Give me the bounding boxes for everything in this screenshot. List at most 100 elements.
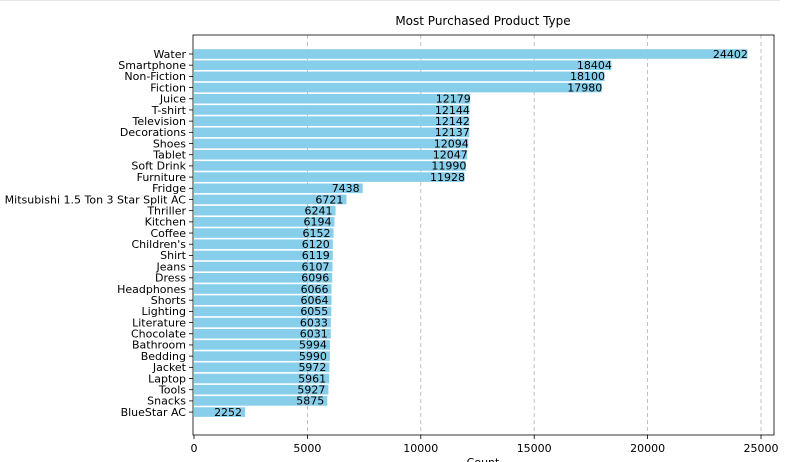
bar — [194, 407, 246, 417]
bar — [194, 340, 330, 350]
category-label: BlueStar AC — [121, 406, 187, 419]
category-label: Headphones — [117, 283, 186, 296]
x-axis-label: Count — [467, 456, 500, 462]
bar-value-label: 6055 — [300, 305, 328, 318]
bar-value-label: 6064 — [301, 294, 329, 307]
bar-value-label: 6066 — [301, 283, 329, 296]
category-label: Laptop — [148, 372, 186, 385]
bar-value-label: 12144 — [435, 104, 470, 117]
bar-value-label: 12179 — [436, 93, 471, 106]
bar-value-label: 18100 — [570, 70, 605, 83]
x-tick-label: 20000 — [630, 442, 665, 455]
bar — [194, 105, 470, 115]
plot-frame — [192, 34, 775, 436]
bar — [194, 172, 465, 182]
bar — [194, 284, 332, 294]
bar — [194, 82, 602, 93]
bar — [194, 328, 331, 339]
category-labels: WaterSmartphoneNon-FictionFictionJuiceT-… — [5, 48, 193, 419]
bar-value-label: 12142 — [435, 115, 470, 128]
bar-value-label: 12094 — [434, 137, 469, 150]
bar — [194, 116, 470, 126]
x-tick-label: 5000 — [293, 442, 321, 455]
bar-value-label: 24402 — [713, 48, 748, 61]
bar — [194, 127, 470, 138]
bar — [194, 396, 328, 406]
bar-value-label: 11990 — [431, 160, 466, 173]
bar-value-label: 6120 — [302, 238, 330, 251]
category-label: Shoes — [153, 137, 186, 150]
bar — [194, 384, 329, 395]
bar — [194, 149, 468, 160]
bar-value-label: 6096 — [301, 272, 329, 285]
bar — [194, 217, 335, 227]
category-label: Decorations — [120, 126, 186, 139]
bar — [194, 205, 336, 216]
bar-value-label: 18404 — [577, 59, 612, 72]
bar-value-label: 5972 — [298, 361, 326, 374]
bar — [194, 71, 605, 82]
category-label: Juice — [159, 93, 186, 106]
x-tick-label: 10000 — [403, 442, 438, 455]
category-label: Non-Fiction — [124, 70, 186, 83]
category-label: Smartphone — [118, 59, 186, 72]
bar-value-label: 7438 — [332, 182, 360, 195]
bar — [194, 161, 466, 171]
bar-value-label: 6033 — [300, 316, 328, 329]
bar — [194, 49, 748, 59]
category-label: T-shirt — [151, 104, 187, 117]
bar — [194, 138, 469, 149]
bar — [194, 317, 331, 328]
category-label: Jeans — [156, 260, 187, 273]
category-label: Fridge — [152, 182, 186, 195]
bar-value-label: 5961 — [298, 372, 326, 385]
bar-value-label: 6107 — [302, 260, 330, 273]
category-label: Mitsubishi 1.5 Ton 3 Star Split AC — [5, 193, 187, 206]
top-divider — [0, 0, 780, 1]
bar-value-label: 6241 — [305, 204, 333, 217]
bar — [194, 295, 332, 305]
x-tick-label: 25000 — [744, 442, 779, 455]
x-tick-label: 0 — [191, 442, 198, 455]
bar-value-label: 5990 — [299, 350, 327, 363]
category-label: Bedding — [141, 350, 186, 363]
category-label: Furniture — [137, 171, 187, 184]
category-label: Snacks — [147, 395, 186, 408]
bar-value-label: 6194 — [303, 216, 331, 229]
category-label: Television — [132, 115, 187, 128]
category-label: Fiction — [150, 81, 186, 94]
bar-value-label: 6721 — [315, 193, 343, 206]
bar-value-label: 12047 — [433, 149, 468, 162]
category-label: Kitchen — [145, 216, 186, 229]
category-label: Dress — [155, 272, 186, 285]
chart-title: Most Purchased Product Type — [395, 14, 570, 28]
bar — [194, 273, 333, 283]
bar-value-label: 6119 — [302, 249, 330, 262]
bar — [194, 250, 333, 261]
category-label: Chocolate — [131, 328, 186, 341]
category-label: Children's — [131, 238, 186, 251]
category-label: Shirt — [160, 249, 187, 262]
bar-value-label: 17980 — [567, 81, 602, 94]
bar — [194, 362, 330, 373]
bar-value-label: 6152 — [303, 227, 331, 240]
category-label: Thriller — [146, 204, 186, 217]
category-label: Water — [153, 48, 186, 61]
bar-value-label: 2252 — [214, 406, 242, 419]
bar-value-label: 12137 — [435, 126, 470, 139]
category-label: Tablet — [152, 149, 186, 162]
category-label: Soft Drink — [131, 160, 186, 173]
bar-value-label: 5994 — [299, 339, 327, 352]
category-label: Bathroom — [132, 339, 186, 352]
bars-group — [194, 49, 748, 417]
category-label: Lighting — [142, 305, 186, 318]
category-label: Jacket — [152, 361, 187, 374]
bar — [194, 351, 330, 361]
bar-value-label: 6031 — [300, 328, 328, 341]
bar — [194, 261, 333, 272]
category-label: Shorts — [151, 294, 187, 307]
bar-value-label: 5927 — [297, 384, 325, 397]
bar — [194, 183, 363, 194]
